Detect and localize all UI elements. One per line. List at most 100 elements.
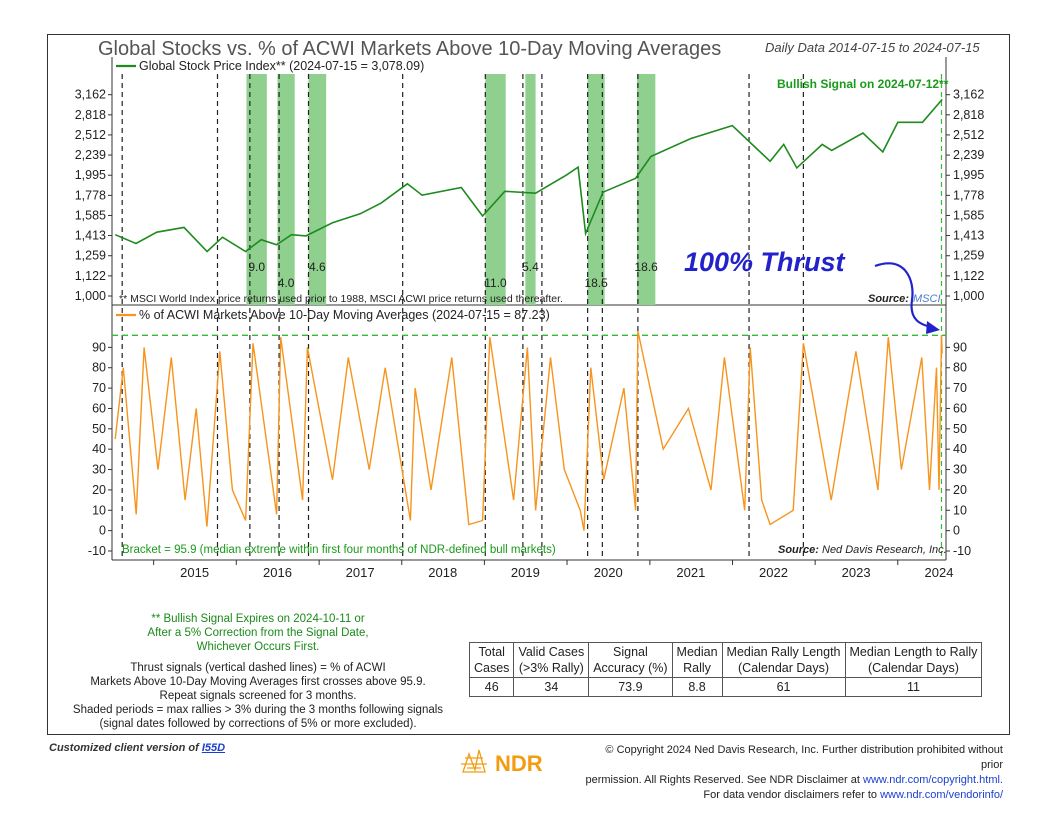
copyright-line: permission. All Rights Reserved. See NDR… <box>585 774 1003 786</box>
thrust-line: (signal dates followed by corrections of… <box>99 718 417 730</box>
breadth-tick-label-right: 70 <box>953 381 967 395</box>
x-tick-label: 2018 <box>428 565 457 580</box>
rally-gain-label: 4.0 <box>278 276 295 290</box>
rally-shade <box>636 74 656 305</box>
copyright-link[interactable]: www.ndr.com/copyright.html. <box>863 774 1003 786</box>
price-tick-label-right: 1,995 <box>953 168 984 182</box>
breadth-tick-label-right: 10 <box>953 503 967 517</box>
price-tick-label-left: 1,413 <box>75 229 106 243</box>
price-tick-label-right: 2,818 <box>953 108 984 122</box>
rally-shade <box>277 74 295 305</box>
vendor-link[interactable]: www.ndr.com/vendorinfo/ <box>880 789 1003 801</box>
breadth-source-label: Source: <box>778 544 819 556</box>
stats-table: Total Cases Valid Cases (>3% Rally) Signal… <box>468 642 983 697</box>
price-tick-label-right: 1,413 <box>953 229 984 243</box>
x-tick-label: 2016 <box>263 565 292 580</box>
cell-total-cases: 46 <box>468 677 515 697</box>
thrust-line: Markets Above 10-Day Moving Averages fir… <box>90 676 426 688</box>
breadth-tick-label-left: 0 <box>99 524 106 538</box>
x-tick-label: 2020 <box>594 565 623 580</box>
header-valid-cases: Valid Cases (>3% Rally) <box>513 642 590 678</box>
breadth-tick-label-right: 20 <box>953 483 967 497</box>
breadth-tick-label-left: 40 <box>92 442 106 456</box>
header-median-length-to-rally: Median Length to Rally (Calendar Days) <box>844 642 983 678</box>
breadth-legend-label: % of ACWI Markets Above 10-Day Moving Av… <box>139 308 550 322</box>
thrust-arrowhead <box>926 321 940 334</box>
rally-gain-label: 9.0 <box>248 260 265 274</box>
breadth-tick-label-left: 20 <box>92 483 106 497</box>
rally-gain-label: 18.5 <box>584 276 608 290</box>
x-tick-label: 2022 <box>759 565 788 580</box>
breadth-tick-label-right: 0 <box>953 524 960 538</box>
price-tick-label-right: 1,585 <box>953 208 984 222</box>
ndr-logo: NDR <box>461 749 543 776</box>
stats-data-row: 46 34 73.9 8.8 61 11 <box>468 677 983 697</box>
rally-gain-label: 11.0 <box>484 276 507 290</box>
breadth-tick-label-right: 50 <box>953 422 967 436</box>
header-total-cases: Total Cases <box>468 642 515 678</box>
x-tick-label: 2019 <box>511 565 540 580</box>
price-tick-label-left: 1,259 <box>75 249 106 263</box>
date-range: Daily Data 2014-07-15 to 2024-07-15 <box>765 40 980 55</box>
rally-shade <box>308 74 327 305</box>
cell-median-rally: 8.8 <box>671 677 723 697</box>
breadth-tick-label-left: -10 <box>88 544 106 558</box>
breadth-tick-label-left: 90 <box>92 340 106 354</box>
header-median-rally: Median Rally <box>671 642 723 678</box>
bracket-label: Bracket = 95.9 (median extreme within fi… <box>122 544 556 556</box>
price-tick-label-left: 2,239 <box>75 148 106 162</box>
copyright-line: For data vendor disclaimers refer to www… <box>703 789 1003 801</box>
thrust-line: Shaded periods = max rallies > 3% during… <box>72 704 444 716</box>
x-tick-label: 2017 <box>346 565 375 580</box>
header-median-rally-length: Median Rally Length (Calendar Days) <box>721 642 846 678</box>
stats-header-row: Total Cases Valid Cases (>3% Rally) Signal… <box>468 642 983 678</box>
x-tick-label: 2024 <box>925 565 954 580</box>
thrust-arrow <box>874 262 936 330</box>
breadth-tick-label-left: 70 <box>92 381 106 395</box>
cell-valid-cases: 34 <box>513 677 590 697</box>
price-tick-label-right: 1,000 <box>953 289 984 303</box>
breadth-tick-label-right: 30 <box>953 463 967 477</box>
cell-median-length-to-rally: 11 <box>844 677 983 697</box>
price-source-label: Source: <box>868 293 909 305</box>
cell-signal-accuracy: 73.9 <box>588 677 673 697</box>
expire-note: ** Bullish Signal Expires on 2024-10-11 … <box>108 612 408 654</box>
price-tick-label-left: 2,512 <box>75 128 106 142</box>
rally-gain-label: 5.4 <box>522 260 539 274</box>
breadth-tick-label-left: 60 <box>92 401 106 415</box>
expire-line: After a 5% Correction from the Signal Da… <box>147 627 369 639</box>
price-tick-label-left: 3,162 <box>75 88 106 102</box>
rally-shade <box>587 74 605 305</box>
breadth-tick-label-left: 10 <box>92 503 106 517</box>
thrust-note: Thrust signals (vertical dashed lines) =… <box>58 661 458 731</box>
copyright: © Copyright 2024 Ned Davis Research, Inc… <box>585 743 1003 803</box>
price-tick-label-right: 2,239 <box>953 148 984 162</box>
price-source-value: MSCI <box>913 293 941 305</box>
breadth-tick-label-left: 30 <box>92 463 106 477</box>
cell-median-rally-length: 61 <box>721 677 846 697</box>
rally-shade <box>525 74 536 305</box>
breadth-tick-label-left: 80 <box>92 361 106 375</box>
bull-bear-icon <box>461 749 487 773</box>
rally-shade <box>485 74 506 305</box>
x-tick-label: 2021 <box>676 565 705 580</box>
price-series-line <box>114 98 943 253</box>
expire-line: ** Bullish Signal Expires on 2024-10-11 … <box>151 613 365 625</box>
client-link[interactable]: I55D <box>201 742 226 754</box>
price-tick-label-left: 1,585 <box>75 208 106 222</box>
price-tick-label-left: 1,000 <box>75 289 106 303</box>
x-tick-label: 2023 <box>842 565 871 580</box>
x-tick-label: 2015 <box>180 565 209 580</box>
price-tick-label-right: 3,162 <box>953 88 984 102</box>
rally-gain-label: 4.6 <box>309 260 326 274</box>
price-tick-label-left: 2,818 <box>75 108 106 122</box>
price-tick-label-left: 1,122 <box>75 269 106 283</box>
price-tick-label-left: 1,778 <box>75 188 106 202</box>
client-prefix: Customized client version of <box>49 742 199 754</box>
price-tick-label-left: 1,995 <box>75 168 106 182</box>
price-footnote: ** MSCI World Index price returns used p… <box>119 293 563 305</box>
thrust-annotation: 100% Thrust <box>684 247 846 277</box>
thrust-line: Thrust signals (vertical dashed lines) =… <box>130 662 386 674</box>
price-tick-label-right: 1,778 <box>953 188 984 202</box>
